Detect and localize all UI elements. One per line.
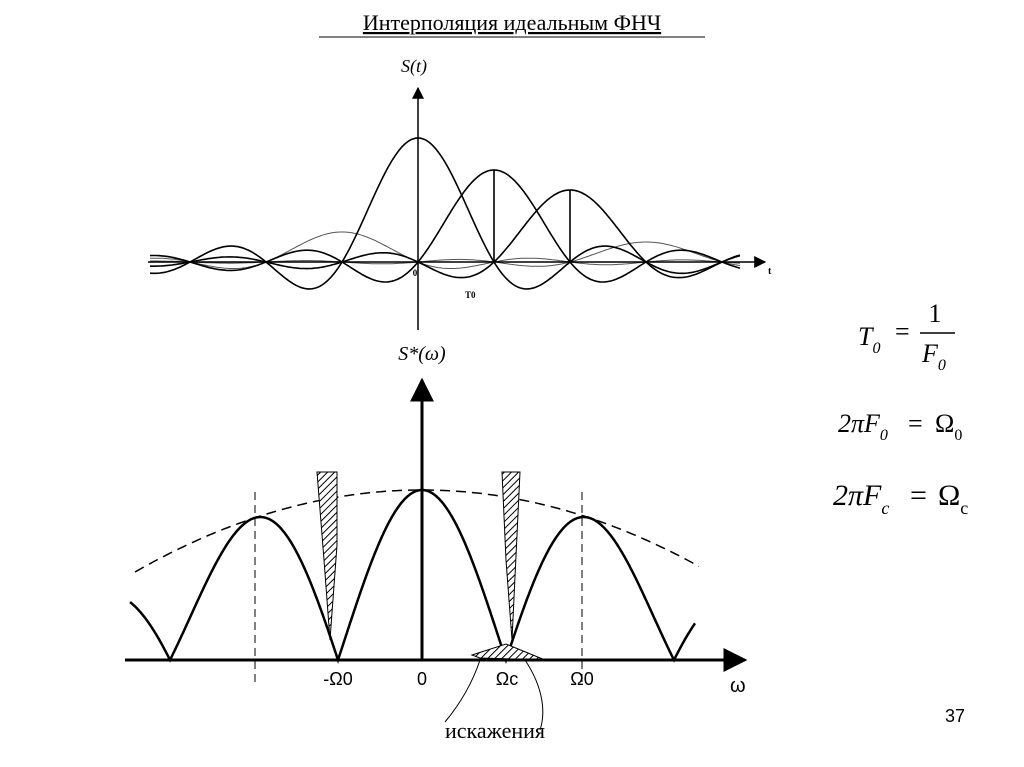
formula-part: 1 [929,299,942,328]
hatched-region [316,471,338,641]
formula-part: T0 [858,322,880,357]
curve [134,489,700,573]
distortion-region [470,643,546,661]
origin-label: 0 [413,268,418,278]
tick-label: -Ω0 [323,669,352,689]
formula-part: F0 [921,339,946,374]
curve [493,170,571,262]
y-label: S(t) [401,56,427,77]
annotation: искажения [445,718,545,743]
title: Интерполяция идеальным ФНЧ [363,10,661,35]
formula-part: 2πF0 [838,409,888,444]
spectrum-plot: S*(ω) -Ω0 0 Ωc Ω0 ω искажения [125,343,748,743]
hatched-region [501,471,521,641]
curve [150,241,741,267]
x-label: t [768,266,772,277]
curve [149,137,741,290]
time-plot: S(t) 0 t T0 [148,56,772,330]
page-number: 37 [945,706,965,726]
tick-label: Ω0 [570,669,593,689]
curve [149,169,741,283]
pointer [524,659,544,731]
x-label: ω [730,675,746,697]
curve [149,189,741,279]
pointer [444,659,481,723]
formulas: T0 = 1 F0 2πF0 = Ω0 2πFc = Ωc [833,299,968,518]
formula-part: 2πFc [833,479,889,518]
formula-part: = [895,317,910,346]
formula-part: = [908,409,923,438]
curve [129,488,697,665]
formula-part: Ωc [938,479,968,518]
tick-label: Ωc [496,669,518,689]
y-label: S*(ω) [398,343,446,365]
period-label: T0 [465,290,476,300]
tick-label: 0 [417,669,427,689]
formula-part: Ω0 [935,409,962,444]
formula-part: = [910,479,927,512]
